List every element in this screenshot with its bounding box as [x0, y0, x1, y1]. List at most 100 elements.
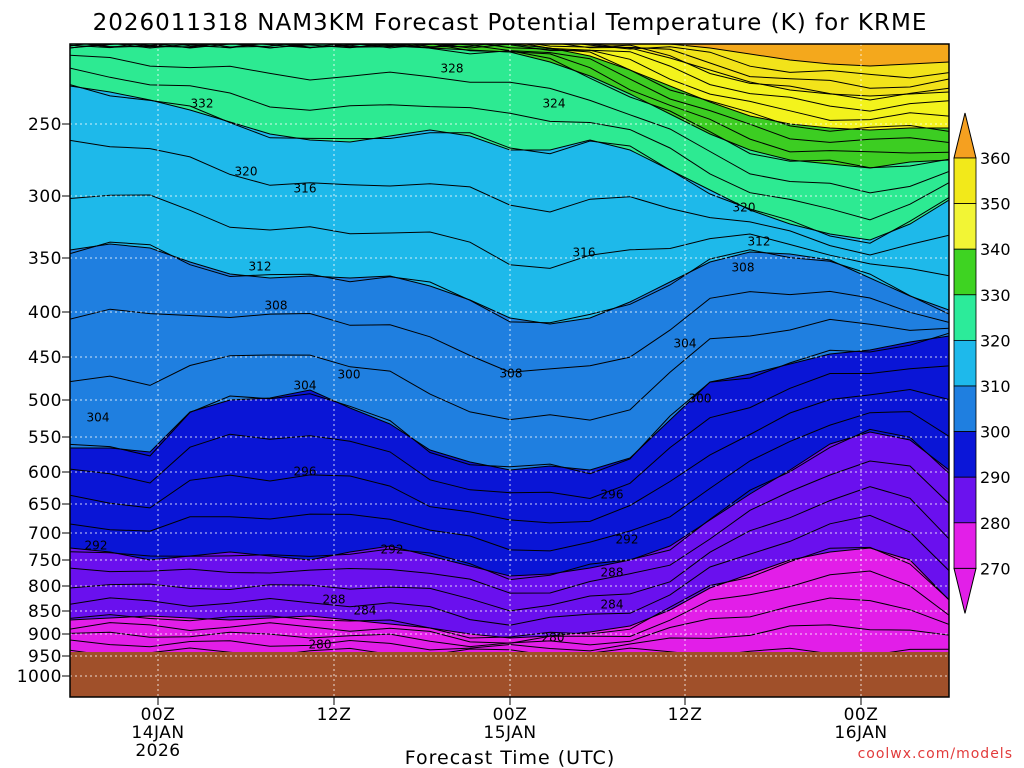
- contour-label: 288: [601, 566, 624, 580]
- contour-label: 304: [294, 379, 317, 393]
- contour-label: 328: [441, 62, 464, 76]
- x-tick-label: 00Z: [141, 705, 176, 725]
- y-tick-label: 500: [28, 391, 62, 411]
- y-tick-label: 800: [28, 577, 62, 597]
- y-tick-label: 750: [28, 551, 62, 571]
- contour-label: 288: [323, 593, 346, 607]
- y-tick-label: 600: [28, 463, 62, 483]
- contour-label: 316: [294, 182, 317, 196]
- contour-label: 316: [573, 246, 596, 260]
- colorbar-swatch: [953, 522, 977, 569]
- y-tick-label: 250: [28, 115, 62, 135]
- colorbar-label: 360: [980, 149, 1011, 168]
- y-tick-label: 1000: [17, 667, 62, 687]
- x-axis-label: Forecast Time (UTC): [405, 747, 615, 768]
- isoline: [70, 460, 949, 594]
- x-tick-date: 15JAN: [483, 723, 536, 743]
- colorbar-swatch: [953, 157, 977, 204]
- isoline: [70, 44, 949, 131]
- isoline: [70, 84, 949, 244]
- x-tick-year: 2026: [135, 741, 180, 761]
- colorbar-label: 320: [980, 331, 1011, 350]
- isoline: [83, 44, 949, 112]
- y-tick-label: 650: [28, 495, 62, 515]
- isoline: [88, 44, 949, 101]
- contour-label: 296: [294, 465, 317, 479]
- fill-band: [70, 44, 949, 168]
- contour-label-layer: 328 332 324 320 316 320 312 316 312 308 308 304 300 3…: [85, 62, 771, 652]
- contour-label: 284: [354, 604, 377, 618]
- contour-label: 280: [542, 631, 565, 645]
- contour-label: 320: [733, 201, 756, 215]
- colorbar-label: 290: [980, 468, 1011, 487]
- colorbar-swatch: [953, 339, 977, 387]
- isoline: [70, 67, 949, 221]
- contour-label: 304: [674, 337, 697, 351]
- fill-band: [70, 44, 949, 240]
- x-tick-label: 12Z: [668, 705, 703, 725]
- y-tick-label: 400: [28, 303, 62, 323]
- colorbar-swatch: [953, 385, 977, 432]
- colorbar-swatch: [953, 431, 977, 478]
- colorbar-swatch: [953, 476, 977, 524]
- isoline: [70, 332, 949, 475]
- contour-label: 304: [87, 411, 110, 425]
- isoline: [70, 44, 949, 97]
- isoline: [114, 44, 949, 89]
- fill-band: [70, 44, 949, 96]
- colorbar-label: 280: [980, 514, 1011, 533]
- y-tick-label: 300: [28, 187, 62, 207]
- y-tick-label: 450: [28, 348, 62, 368]
- isoline: [70, 54, 949, 194]
- contour-label: 308: [265, 299, 288, 313]
- colorbar-swatch: [953, 248, 977, 296]
- colorbar-label: 350: [980, 195, 1011, 214]
- isoline: [70, 44, 949, 67]
- y-tick-label: 850: [28, 602, 62, 622]
- contour-label: 324: [543, 97, 566, 111]
- colorbar-label: 310: [980, 377, 1011, 396]
- colorbar: 360 350 340 330 320 310 300 290 280 270: [953, 112, 1011, 614]
- contour-label: 292: [616, 533, 639, 547]
- x-tick-label: 12Z: [317, 705, 352, 725]
- contour-label: 292: [381, 543, 404, 557]
- contour-label: 332: [191, 97, 214, 111]
- isoline: [70, 547, 949, 639]
- fill-band: [70, 44, 949, 66]
- contour-label: 300: [689, 392, 712, 406]
- colorbar-label: 270: [980, 559, 1011, 578]
- isoline: [70, 243, 949, 325]
- contour-label: 292: [85, 539, 108, 553]
- contour-label: 308: [732, 261, 755, 275]
- isoline: [70, 44, 949, 169]
- gridlines: [70, 44, 949, 697]
- y-tick-label: 900: [28, 625, 62, 645]
- fill-band: [70, 432, 949, 638]
- contour-label: 280: [309, 638, 332, 652]
- colorbar-bottom-arrow: [953, 567, 977, 614]
- credit-text: coolwx.com/models: [858, 746, 1013, 762]
- fill-band: [70, 548, 949, 652]
- y-tick-label: 350: [28, 249, 62, 269]
- y-tick-label: 550: [28, 428, 62, 448]
- contour-label: 284: [601, 598, 624, 612]
- chart-title: 2026011318 NAM3KM Forecast Potential Tem…: [93, 10, 928, 36]
- colorbar-label: 300: [980, 423, 1011, 442]
- isoline: [134, 44, 949, 79]
- x-tick-date: 14JAN: [131, 723, 184, 743]
- colorbar-label: 340: [980, 240, 1011, 259]
- colorbar-swatch: [953, 294, 977, 341]
- isoline: [70, 241, 949, 324]
- contour-label: 312: [748, 235, 771, 249]
- plot-area: 328 332 324 320 316 320 312 316 312 308 308 304 300 3…: [70, 44, 949, 697]
- contour-label: 308: [500, 367, 523, 381]
- contour-label: 312: [249, 260, 272, 274]
- isoline: [70, 290, 949, 373]
- x-tick-label: 00Z: [844, 705, 879, 725]
- y-tick-label: 950: [28, 647, 62, 667]
- colorbar-label: 330: [980, 286, 1011, 305]
- colorbar-top-arrow: [953, 112, 977, 159]
- x-tick-label: 00Z: [493, 705, 528, 725]
